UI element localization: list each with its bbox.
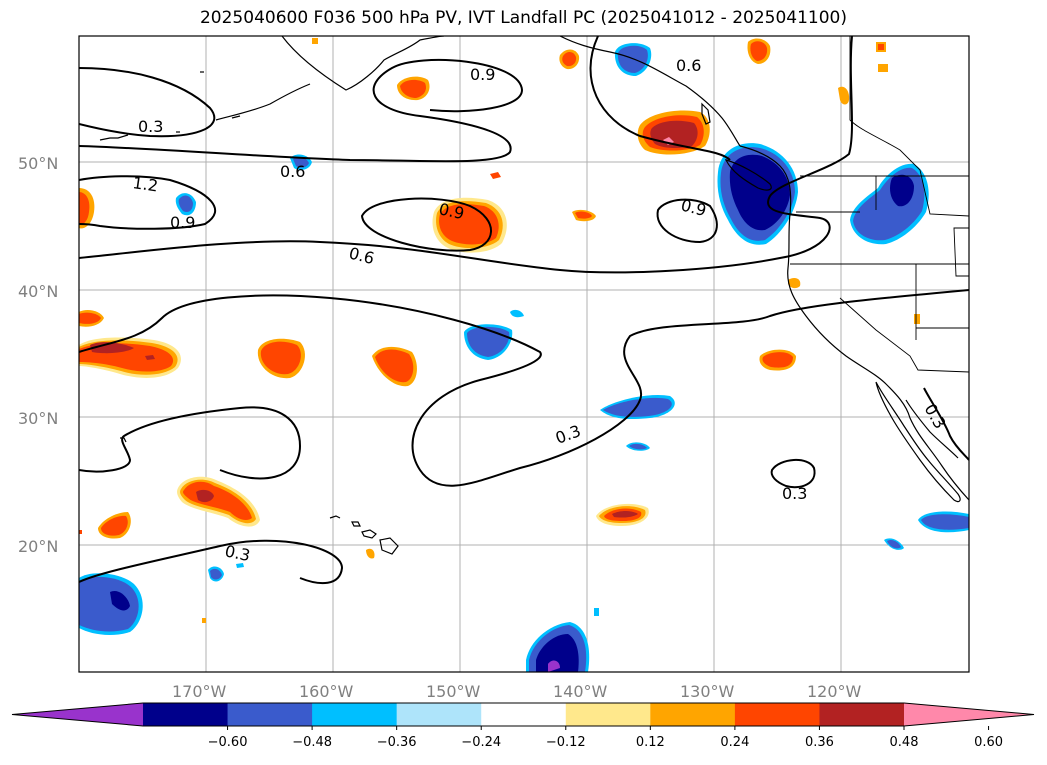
lon-label-150w: 150°W bbox=[426, 682, 481, 701]
lon-label-160w: 160°W bbox=[299, 682, 354, 701]
lat-label-50n: 50°N bbox=[18, 154, 58, 173]
colorbar-segment bbox=[481, 703, 567, 726]
colorbar-tick-label: 0.24 bbox=[720, 735, 749, 750]
colorbar-tick-label: 0.48 bbox=[890, 735, 919, 750]
latitude-axis: 50°N 40°N 30°N 20°N bbox=[18, 154, 58, 556]
lon-label-170w: 170°W bbox=[172, 682, 227, 701]
colorbar-segment bbox=[396, 703, 482, 726]
contour-label: 0.6 bbox=[280, 162, 305, 181]
colorbar-segment bbox=[143, 703, 229, 726]
lat-label-40n: 40°N bbox=[18, 282, 58, 301]
colorbar-segment bbox=[565, 703, 651, 726]
colorbar-tick-label: 0.12 bbox=[636, 735, 665, 750]
contour-label: 0.3 bbox=[782, 484, 807, 503]
lon-label-120w: 120°W bbox=[807, 682, 862, 701]
map-area bbox=[79, 36, 969, 672]
longitude-axis: 170°W 160°W 150°W 140°W 130°W 120°W bbox=[172, 682, 862, 701]
contour-label: 0.9 bbox=[437, 199, 466, 223]
ivt-contours bbox=[79, 36, 969, 585]
colorbar-tick-label: 0.60 bbox=[974, 735, 1003, 750]
lon-label-140w: 140°W bbox=[553, 682, 608, 701]
colorbar-tick-label: 0.36 bbox=[805, 735, 834, 750]
contour-label: 0.9 bbox=[470, 65, 495, 84]
contour-label: 0.6 bbox=[676, 56, 701, 75]
political-borders bbox=[790, 36, 969, 373]
colorbar-segment bbox=[227, 703, 313, 726]
lat-label-20n: 20°N bbox=[18, 537, 58, 556]
coastlines bbox=[99, 36, 969, 555]
map-title: 2025040600 F036 500 hPa PV, IVT Landfall… bbox=[199, 8, 847, 28]
colorbar-tick-label: −0.48 bbox=[292, 735, 332, 750]
colorbar-outline bbox=[11, 702, 1035, 727]
colorbar-tick-label: −0.24 bbox=[461, 735, 501, 750]
contour-label: 1.2 bbox=[131, 173, 159, 195]
colorbar-segment bbox=[819, 703, 905, 726]
colorbar-segment bbox=[734, 703, 820, 726]
colorbar-tick-label: −0.60 bbox=[208, 735, 248, 750]
colorbar-tick-label: −0.36 bbox=[377, 735, 417, 750]
negative-pv-regions bbox=[79, 43, 969, 672]
colorbar: −0.60 −0.48 −0.36 −0.24 −0.12 0.12 0.24 0.36 0.4… bbox=[11, 702, 1035, 750]
lon-label-130w: 130°W bbox=[680, 682, 735, 701]
colorbar-segment bbox=[312, 703, 398, 726]
colorbar-extend-min bbox=[12, 703, 143, 726]
contour-label: 0.9 bbox=[170, 213, 195, 232]
map-frame bbox=[78, 35, 970, 673]
contour-label: 0.3 bbox=[223, 541, 252, 565]
colorbar-segment bbox=[650, 703, 736, 726]
colorbar-extend-max bbox=[904, 703, 1034, 726]
colorbar-tick-label: −0.12 bbox=[546, 735, 586, 750]
contour-label: 0.3 bbox=[138, 117, 163, 136]
lat-label-30n: 30°N bbox=[18, 409, 58, 428]
